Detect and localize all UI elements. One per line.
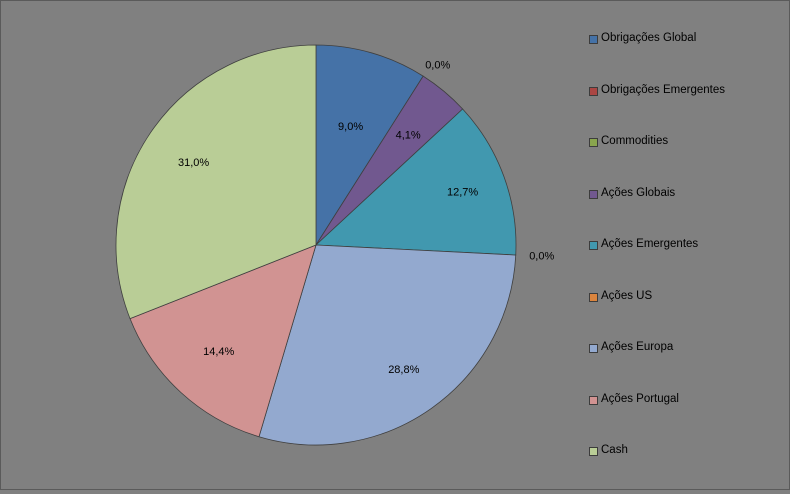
legend-swatch: [589, 292, 598, 302]
legend-label: Ações Portugal: [601, 392, 679, 405]
data-label-a-es-globais: 4,1%: [396, 129, 421, 141]
legend-swatch: [589, 447, 598, 456]
legend-label: Cash: [601, 444, 628, 456]
data-label-obriga-es-emergentes: 0,0%: [425, 60, 450, 72]
legend-item: Ações Europa: [589, 339, 785, 391]
data-label-a-es-portugal: 14,4%: [203, 346, 234, 358]
legend-swatch: [589, 395, 598, 405]
legend-item: Cash: [589, 442, 785, 494]
pie-slice-a-es-emergentes: [315, 108, 517, 256]
legend-swatch: [589, 138, 598, 147]
data-label-a-es-europa: 28,8%: [388, 364, 419, 376]
legend-label: Ações Europa: [601, 341, 674, 353]
legend-item: Ações Portugal: [589, 391, 785, 443]
data-label-cash: 31,0%: [178, 157, 209, 169]
legend-swatch: [589, 241, 598, 250]
legend-swatch: [589, 35, 598, 44]
legend-item: Ações Globais: [589, 185, 785, 237]
legend-item: Obrigações Global: [589, 30, 785, 82]
legend-label: Commodities: [601, 135, 669, 147]
data-label-a-es-emergentes: 12,7%: [447, 187, 478, 199]
pie-slice-a-es-portugal: [129, 244, 317, 438]
data-label-obriga-es-global: 9,0%: [338, 121, 363, 133]
legend-item: Obrigações Emergentes: [589, 82, 785, 134]
legend-item: Ações US: [589, 288, 785, 340]
legend-label: Ações Emergentes: [601, 238, 699, 250]
pie-slice-obriga-es-global: [315, 44, 424, 247]
legend-swatch: [589, 189, 598, 199]
legend: Obrigações Global Obrigações Emergentes Co…: [589, 30, 785, 494]
legend-label: Ações US: [601, 289, 653, 302]
legend-label: Obrigações Emergentes: [601, 83, 726, 96]
legend-swatch: [589, 344, 598, 353]
legend-item: Ações Emergentes: [589, 236, 785, 288]
pie-slice-a-es-europa: [258, 244, 517, 446]
pie-labels: 9,0% 0,0% 4,1% 12,7% 0,0% 28,8% 14,4% 31,0%: [178, 60, 554, 376]
pie-slice-cash: [115, 44, 317, 320]
data-label-a-es-us: 0,0%: [529, 251, 554, 263]
legend-label: Ações Globais: [601, 186, 676, 199]
legend-label: Obrigações Global: [601, 32, 697, 44]
legend-item: Commodities: [589, 133, 785, 185]
pie-slices: [115, 44, 517, 446]
legend-swatch: [589, 86, 598, 96]
